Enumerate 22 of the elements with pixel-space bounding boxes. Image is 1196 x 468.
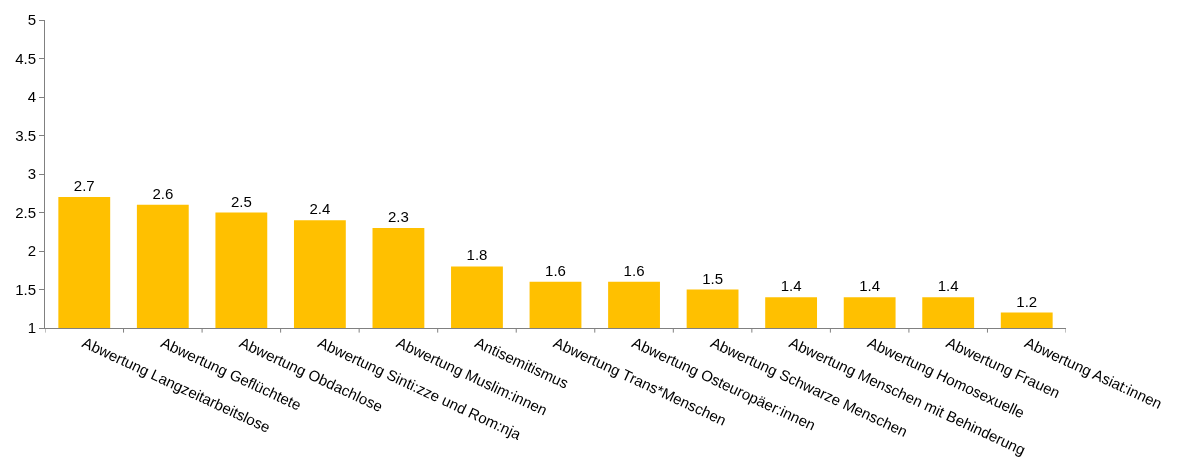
- y-tick-label: 4.5: [15, 49, 36, 67]
- data-label: 2.4: [309, 200, 331, 218]
- data-label: 1.2: [1016, 292, 1038, 310]
- data-label: 1.4: [780, 277, 802, 295]
- data-label: 1.8: [466, 246, 488, 264]
- data-label: 1.5: [702, 269, 723, 287]
- y-tick-label: 3: [27, 165, 36, 183]
- data-label: 1.4: [859, 277, 881, 295]
- y-tick-label: 1.5: [15, 280, 36, 298]
- y-tick-label: 3.5: [15, 126, 36, 144]
- data-label: 2.5: [230, 192, 252, 210]
- y-tick-label: 5: [27, 11, 36, 29]
- data-label: 2.7: [73, 177, 95, 195]
- y-tick-label: 1: [27, 319, 36, 337]
- data-label: 2.6: [152, 184, 174, 202]
- data-label: 1.6: [545, 261, 566, 279]
- y-tick-label: 2.5: [15, 203, 36, 221]
- y-tick-label: 4: [27, 88, 36, 106]
- data-label: 1.4: [937, 277, 959, 295]
- data-label: 1.6: [623, 261, 645, 279]
- y-tick-label: 2: [27, 242, 36, 260]
- data-label: 2.3: [388, 207, 409, 225]
